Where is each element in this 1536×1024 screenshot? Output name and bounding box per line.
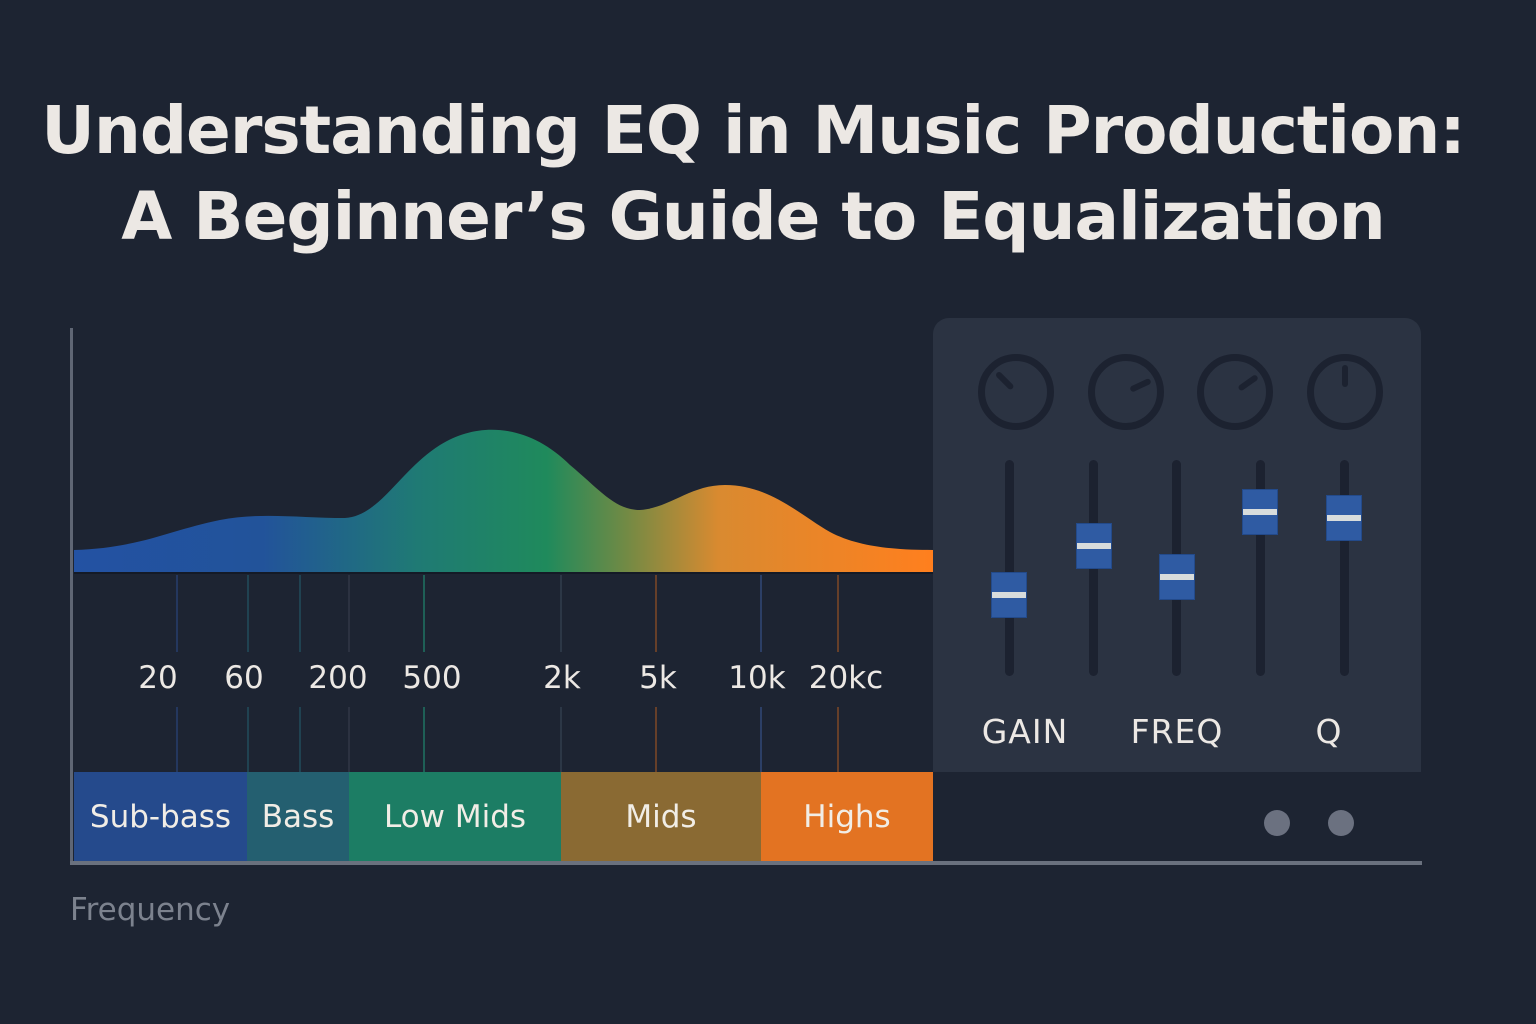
indicator-dot-2 — [1328, 810, 1354, 836]
tick-label-10k: 10k — [728, 660, 786, 696]
x-axis-label: Frequency — [70, 892, 231, 928]
knob-pointer — [1129, 377, 1152, 393]
slider-track-5[interactable] — [1340, 460, 1349, 676]
slider-track-4[interactable] — [1256, 460, 1265, 676]
q-label: Q — [1315, 712, 1343, 751]
slider-handle-2[interactable] — [1076, 523, 1112, 570]
tick-label-20: 20 — [138, 660, 178, 696]
freq-label: FREQ — [1130, 712, 1224, 751]
tick-label-200: 200 — [308, 660, 368, 696]
knob-pointer — [994, 370, 1015, 391]
knob-2[interactable] — [1088, 354, 1164, 430]
slider-track-1[interactable] — [1005, 460, 1014, 676]
tick-label-20kc: 20kc — [808, 660, 884, 696]
title-line-1: Understanding EQ in Music Production: — [41, 92, 1466, 169]
tick-label-500: 500 — [402, 660, 462, 696]
gain-label: GAIN — [981, 712, 1069, 751]
band-low-mids: Low Mids — [349, 772, 561, 861]
title-line-2: A Beginner’s Guide to Equalization — [121, 178, 1386, 255]
y-axis-line — [70, 328, 73, 864]
slider-handle-3[interactable] — [1159, 553, 1195, 600]
knob-pointer — [1237, 374, 1259, 392]
knob-4[interactable] — [1307, 354, 1383, 430]
band-highs: Highs — [761, 772, 933, 861]
spectrum-curve — [74, 429, 933, 573]
slider-handle-4[interactable] — [1242, 488, 1278, 535]
slider-handle-5[interactable] — [1326, 495, 1362, 542]
tick-label-5k: 5k — [639, 660, 677, 696]
page-title: Understanding EQ in Music Production: A … — [0, 88, 1506, 260]
slider-handle-1[interactable] — [991, 572, 1027, 618]
x-axis-line — [70, 861, 1422, 865]
band-bass: Bass — [247, 772, 349, 861]
indicator-dot-1 — [1264, 810, 1290, 836]
knob-pointer — [1342, 365, 1348, 387]
band-mids: Mids — [561, 772, 761, 861]
tick-label-2k: 2k — [543, 660, 581, 696]
knob-3[interactable] — [1197, 354, 1273, 430]
tick-label-60: 60 — [224, 660, 264, 696]
knob-1[interactable] — [978, 354, 1054, 430]
band-sub-bass: Sub-bass — [74, 772, 247, 861]
